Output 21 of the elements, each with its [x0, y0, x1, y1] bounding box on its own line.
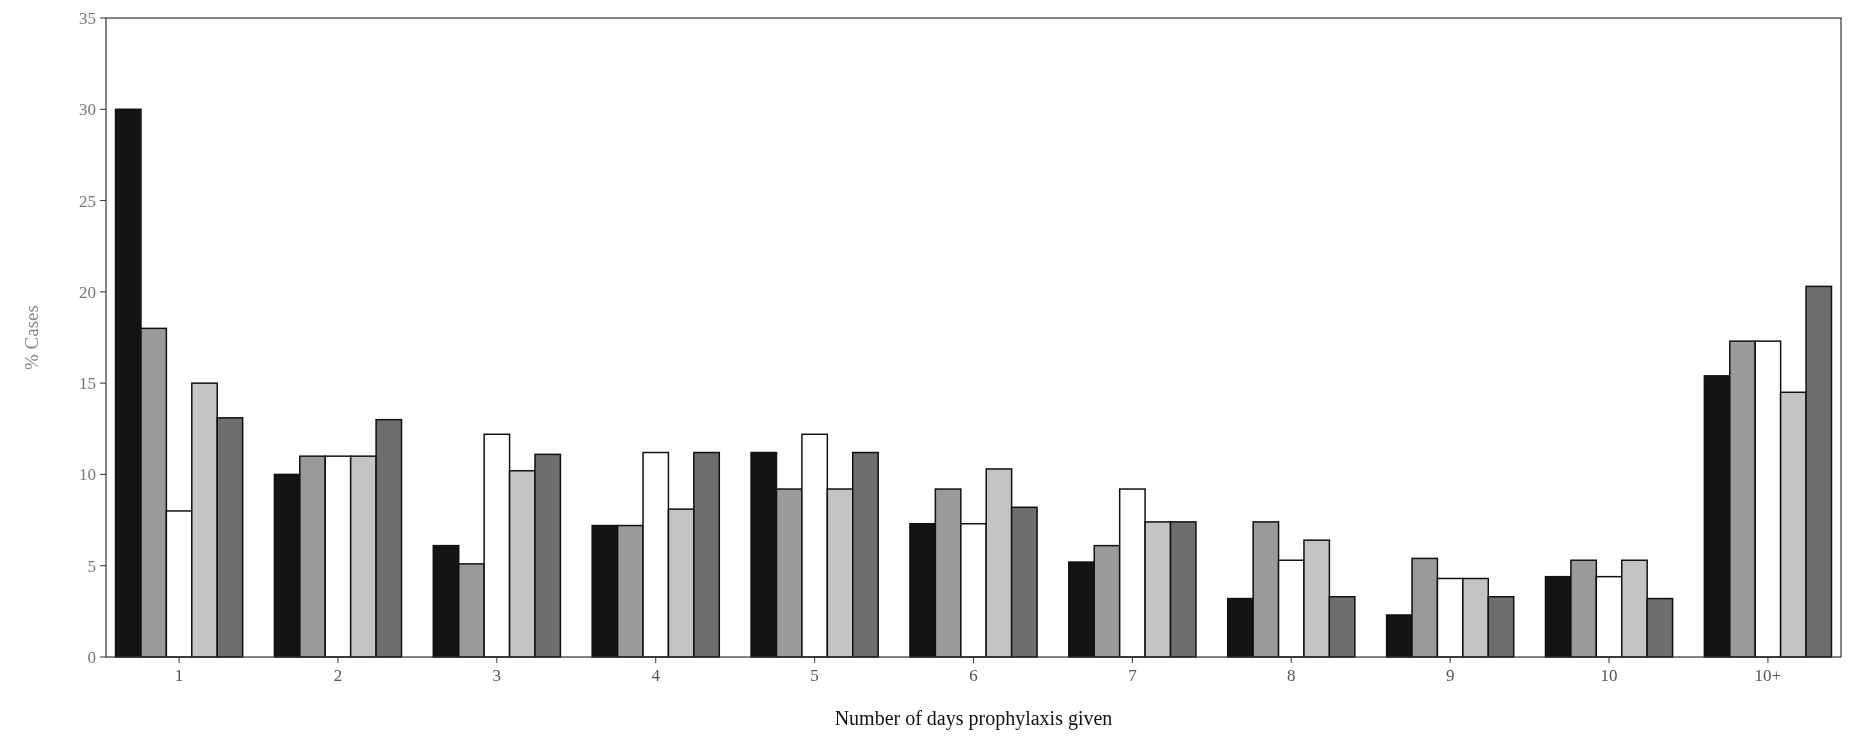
x-tick-label: 1	[174, 666, 184, 685]
x-tick-label: 4	[651, 666, 661, 685]
y-tick-label: 30	[79, 100, 96, 120]
y-tick-label: 10	[79, 465, 96, 485]
x-tick-label: 6	[969, 666, 978, 685]
x-tick-label: 10	[1600, 666, 1618, 685]
x-tick-label: 3	[492, 666, 502, 685]
x-axis-title: Number of days prophylaxis given	[834, 707, 1113, 730]
y-tick-label: 15	[79, 374, 96, 394]
x-tick-label: 9	[1445, 666, 1455, 685]
x-tick-label: 8	[1287, 666, 1296, 685]
y-tick-label: 35	[79, 8, 96, 28]
y-tick-label: 25	[79, 191, 96, 211]
y-axis-title: % Cases	[21, 305, 42, 370]
x-tick-label: 2	[333, 666, 343, 685]
y-tick-label: 20	[79, 282, 96, 302]
x-tick-label: 10+	[1754, 666, 1782, 685]
y-tick-label: 5	[87, 556, 96, 576]
y-tick-label: 0	[87, 647, 96, 667]
x-tick-label: 7	[1128, 666, 1138, 685]
x-tick-label: 5	[810, 666, 819, 685]
